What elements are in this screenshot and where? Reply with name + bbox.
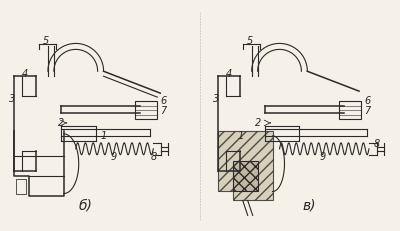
Bar — [339, 102, 361, 119]
Text: 7: 7 — [364, 106, 370, 116]
Text: 3: 3 — [213, 94, 219, 104]
Text: 2: 2 — [255, 117, 261, 127]
Text: 9: 9 — [110, 151, 117, 161]
Text: 3: 3 — [9, 94, 15, 104]
Polygon shape — [218, 131, 272, 201]
Text: 9: 9 — [319, 151, 326, 161]
Text: в): в) — [302, 198, 316, 212]
Text: 7: 7 — [160, 106, 166, 116]
Bar — [16, 179, 26, 194]
Text: 6: 6 — [364, 96, 370, 106]
Bar — [233, 161, 258, 191]
Text: 8: 8 — [150, 151, 156, 161]
Text: 2: 2 — [58, 117, 64, 127]
Text: 6: 6 — [160, 96, 166, 106]
Text: 1: 1 — [100, 130, 107, 140]
Text: 1: 1 — [238, 130, 244, 140]
Text: 5: 5 — [43, 36, 49, 46]
Text: 5: 5 — [246, 36, 253, 46]
Bar — [135, 102, 157, 119]
Text: б): б) — [79, 198, 93, 212]
Text: 4: 4 — [22, 69, 28, 79]
Text: 4: 4 — [226, 69, 232, 79]
Text: 8: 8 — [374, 138, 380, 148]
